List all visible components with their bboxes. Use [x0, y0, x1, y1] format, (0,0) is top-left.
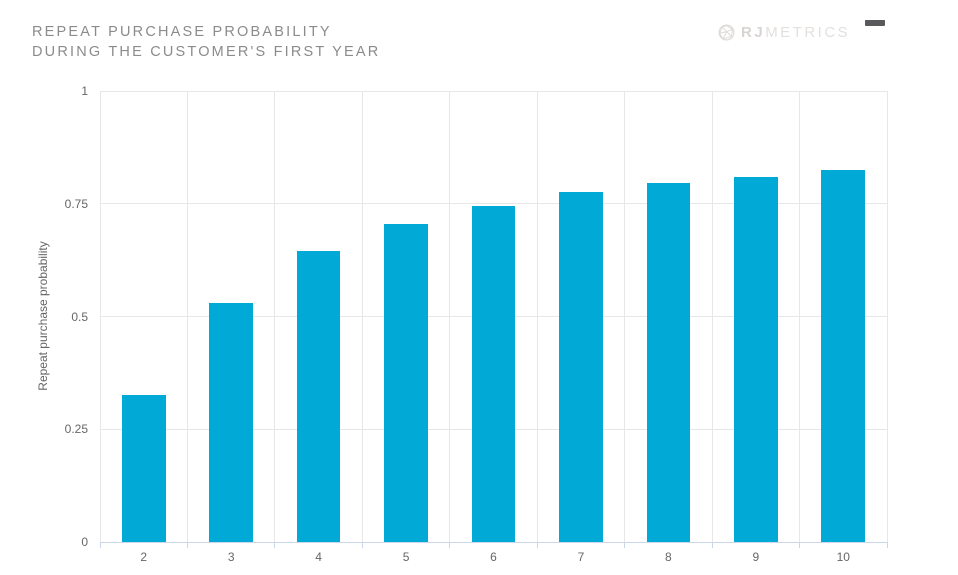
bar[interactable]: [296, 251, 341, 542]
x-tick-label: 7: [577, 550, 585, 564]
bar[interactable]: [559, 192, 603, 542]
x-axis-tick: [886, 542, 888, 548]
v-gridline: [711, 91, 713, 542]
x-tick-label: 6: [490, 550, 497, 564]
x-axis-tick: [536, 542, 538, 548]
x-tick-label: 8: [665, 550, 672, 564]
bar[interactable]: [471, 206, 516, 542]
x-tick-label: 2: [140, 550, 148, 564]
bar[interactable]: [209, 302, 254, 542]
y-tick-label: 0: [81, 535, 88, 549]
h-gridline: [100, 203, 887, 205]
x-axis-tick: [711, 542, 713, 548]
bar[interactable]: [384, 224, 428, 542]
v-gridline: [799, 91, 801, 542]
bar[interactable]: [121, 395, 166, 542]
plot-area: 2 3 4 5 6 7 8 9 10: [99, 90, 888, 564]
v-gridline: [186, 91, 188, 542]
brand-name-metrics: METRICS: [765, 24, 851, 41]
bar[interactable]: [646, 183, 691, 542]
v-gridline: [361, 91, 363, 542]
x-axis-tick: [624, 542, 626, 548]
v-gridline: [99, 91, 101, 542]
v-gridline: [536, 91, 538, 542]
v-gridline: [886, 91, 888, 542]
y-tick-label: 0.5: [71, 309, 88, 324]
x-tick-label: 5: [402, 550, 410, 564]
bar[interactable]: [821, 169, 866, 542]
x-axis-tick: [361, 542, 363, 548]
page-title: REPEAT PURCHASE PROBABILITY DURING THE C…: [32, 22, 380, 62]
x-axis-line: [100, 542, 887, 543]
x-axis-tick: [274, 542, 276, 548]
h-gridline: [100, 90, 887, 92]
bar[interactable]: [733, 176, 778, 542]
x-axis-tick: [799, 542, 801, 548]
v-gridline: [274, 91, 276, 542]
y-tick-label: 0.75: [64, 196, 88, 211]
x-tick-label: 3: [227, 550, 235, 564]
page-title-line2: DURING THE CUSTOMER'S FIRST YEAR: [32, 44, 381, 60]
x-axis-tick: [99, 542, 101, 548]
brand-name: RJMETRICS: [741, 24, 850, 41]
x-tick-label: 4: [315, 550, 322, 564]
globe-icon: [718, 24, 735, 41]
rjmetrics-logo[interactable]: RJMETRICS: [718, 23, 850, 42]
v-gridline: [449, 91, 451, 542]
x-axis-tick: [186, 542, 188, 548]
y-tick-label: 1: [81, 84, 88, 98]
x-tick-label: 10: [836, 550, 850, 564]
hamburger-bar: [865, 22, 885, 26]
v-gridline: [624, 91, 626, 542]
page-title-line1: REPEAT PURCHASE PROBABILITY: [32, 24, 332, 40]
x-tick-label: 9: [752, 550, 760, 564]
hamburger-bar: [865, 20, 885, 24]
x-axis-tick: [449, 542, 451, 548]
y-tick-label: 0.25: [64, 422, 88, 437]
brand-name-rj: RJ: [741, 24, 766, 41]
